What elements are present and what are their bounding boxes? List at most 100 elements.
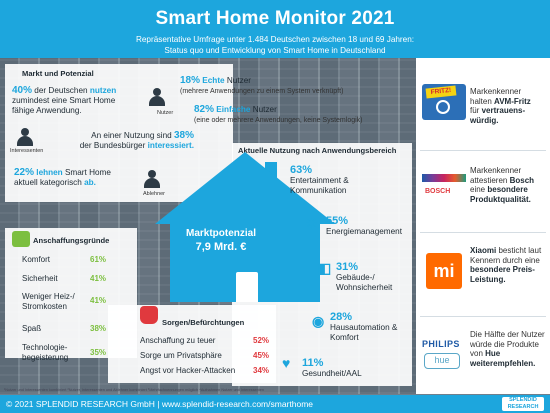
echte-nutzer: 18% Echte Nutzer (mehrere Anwendungen zu… xyxy=(180,76,408,97)
page-subtitle: Repräsentative Umfrage unter 1.484 Deuts… xyxy=(0,34,550,56)
anwendung-sicherheit-label-2: Wohnsicherheit xyxy=(336,283,393,292)
anwendung-sicherheit-label-1: Gebäude-/ xyxy=(336,273,375,282)
anwendung-item-energie: 55% Energiemanagement xyxy=(326,216,412,237)
anwendung-item-entertainment: 63% Entertainment & Kommunikation xyxy=(290,165,408,196)
bosch-claim: besondere Produktqualität. xyxy=(470,185,531,204)
stat-ablehner-text-b: aktuell kategorisch xyxy=(14,178,82,187)
stat-nutzer-text-b: zumindest eine Smart Home xyxy=(12,96,116,105)
marktpotenzial-box: Marktpotenzial 7,9 Mrd. € xyxy=(175,228,267,264)
anwendung-gesundheit-pct: 11% xyxy=(302,357,324,369)
anschaffung-row-value: 41% xyxy=(90,274,107,283)
stat-nutzer-highlight: nutzen xyxy=(89,86,117,95)
anschaffung-row: Spaß 38% xyxy=(22,324,130,334)
energy-icon: ☀ xyxy=(305,215,318,231)
anschaffung-row-label: Weniger Heiz-/ Stromkosten xyxy=(22,292,75,311)
brand-divider xyxy=(420,150,546,151)
einfache-nutzer-pct: 82% xyxy=(194,104,215,115)
anwendung-title: Aktuelle Nutzung nach Anwendungsbereich xyxy=(238,146,397,155)
fritz-text: Markenkenner halten AVM-Fritz für vertra… xyxy=(470,87,548,125)
anwendung-hausautomation-label-1: Hausautomation & xyxy=(330,323,398,332)
markt-title: Markt und Potenzial xyxy=(22,69,94,78)
thumbs-up-icon xyxy=(12,231,30,247)
anschaffung-row-value: 35% xyxy=(90,348,107,357)
hue-wordmark: hue xyxy=(424,353,460,369)
stat-interessenten-pct: 38% xyxy=(173,130,194,141)
anwendung-entertainment-pct: 63% xyxy=(290,164,313,176)
anwendung-energie-pct: 55% xyxy=(326,215,349,227)
stat-interessenten-text-b: der Bundesbürger xyxy=(79,141,146,150)
sorgen-panel xyxy=(108,305,276,383)
anwendung-entertainment-label-2: Kommunikation xyxy=(290,186,347,195)
philips-brand-name: Hue xyxy=(485,349,501,359)
marktpotenzial-value: 7,9 Mrd. € xyxy=(195,241,247,253)
stat-ablehner-highlight: lehnen xyxy=(36,168,63,177)
anwendung-entertainment-label-1: Entertainment & xyxy=(290,176,349,185)
heart-icon: ♥ xyxy=(282,355,291,371)
interessenten-icon-label: Interessenten xyxy=(10,148,44,154)
fritz-logo: FRITZ! xyxy=(422,84,466,120)
page-title: Smart Home Monitor 2021 xyxy=(155,8,395,29)
sorgen-row: Anschaffung zu teuer 52% xyxy=(140,336,275,345)
einfache-nutzer-label: Nutzer xyxy=(252,105,277,114)
anwendung-hausautomation-label-2: Komfort xyxy=(330,333,359,342)
footer: © 2021 SPLENDID RESEARCH GmbH | www.sple… xyxy=(0,395,550,413)
subtitle-line-1: Repräsentative Umfrage unter 1.484 Deuts… xyxy=(135,35,415,44)
stat-ablehner-text-a: Smart Home xyxy=(64,168,111,177)
philips-claim: weiterempfehlen. xyxy=(470,358,536,368)
fritz-text-3: für xyxy=(470,106,480,116)
xiaomi-brand-name: Xiaomi xyxy=(470,246,497,255)
house-door xyxy=(236,272,258,302)
anwendung-energie-label-1: Energiemanagement xyxy=(326,227,403,236)
stat-ablehner-highlight-2: ab. xyxy=(84,178,96,187)
brand-divider xyxy=(420,316,546,317)
stat-nutzer-text-a: der Deutschen xyxy=(34,86,88,95)
anschaffung-row-value: 38% xyxy=(90,324,107,333)
anwendung-sicherheit-pct: 31% xyxy=(336,261,359,273)
anschaffung-title: Anschaffungsgründe xyxy=(33,236,110,245)
anschaffung-row-label: Sicherheit xyxy=(22,274,58,283)
fritz-text-2: halten xyxy=(470,96,492,106)
anwendung-item-hausautomation: 28% Hausautomation & Komfort xyxy=(330,312,412,343)
anwendung-item-sicherheit: 31% Gebäude-/ Wohnsicherheit xyxy=(336,262,412,293)
einfache-nutzer: 82% Einfache Nutzer (eine oder mehrere A… xyxy=(194,105,408,126)
fritz-claim: vertrauens-würdig. xyxy=(470,106,526,125)
anschaffung-row-label: Komfort xyxy=(22,255,51,264)
subtitle-line-2: Status quo und Entwicklung von Smart Hom… xyxy=(164,46,386,55)
anschaffung-row-label: Spaß xyxy=(22,324,42,333)
ablehner-icon-label: Ablehner xyxy=(143,191,166,197)
sorgen-row-label: Anschaffung zu teuer xyxy=(140,336,216,345)
sorgen-row-label: Angst vor Hacker-Attacken xyxy=(140,366,236,375)
philips-text-1: Die Hälfte der Nutzer würde die Produkte… xyxy=(470,330,545,359)
bosch-logo: BOSCH xyxy=(422,174,466,210)
house-roof xyxy=(155,152,335,224)
entertainment-icon: ♫ xyxy=(268,163,279,179)
xiaomi-logo: mi xyxy=(426,253,462,289)
echte-nutzer-label: Nutzer xyxy=(226,76,251,85)
footer-text: © 2021 SPLENDID RESEARCH GmbH | www.sple… xyxy=(6,399,314,409)
wifi-icon: ◉ xyxy=(312,313,325,329)
philips-text: Die Hälfte der Nutzer würde die Produkte… xyxy=(470,330,548,368)
echte-nutzer-pct: 18% xyxy=(180,75,201,86)
fritz-text-1: Markenkenner xyxy=(470,87,522,96)
bosch-text: Markenkenner attestieren Bosch eine beso… xyxy=(470,166,548,204)
stat-nutzer: 40% der Deutschen nutzen zumindest eine … xyxy=(12,86,162,116)
nutzer-icon-label: Nutzer xyxy=(157,110,174,116)
interessenten-person-icon xyxy=(16,128,34,146)
splendid-logo-line-2: RESEARCH xyxy=(507,404,539,410)
stat-interessenten-text-a: An einer Nutzung sind xyxy=(91,131,172,140)
bosch-text-3: eine xyxy=(470,185,486,195)
stat-nutzer-pct: 40% xyxy=(12,85,33,96)
stat-ablehner-pct: 22% xyxy=(14,167,35,178)
splendid-logo-line-1: SPLENDID xyxy=(509,397,537,403)
anwendung-gesundheit-label-1: Gesundheit/AAL xyxy=(302,369,362,378)
stat-interessenten-highlight: interessiert. xyxy=(147,141,194,150)
anschaffung-row-value: 41% xyxy=(90,296,107,305)
anschaffung-row: Komfort 61% xyxy=(22,255,130,265)
einfache-nutzer-highlight: Einfache xyxy=(216,105,251,114)
sorgen-row-label: Sorge um Privatsphäre xyxy=(140,351,222,360)
bosch-brand-name: Bosch xyxy=(509,175,535,185)
anschaffung-row: Technologie- begeisterung xyxy=(22,343,86,362)
xiaomi-claim: besondere Preis-Leistung. xyxy=(470,265,535,284)
footnote: ¹Nutzer und Interessenten kombiniert ²Nu… xyxy=(4,388,264,392)
camera-icon: ◧ xyxy=(318,260,332,276)
